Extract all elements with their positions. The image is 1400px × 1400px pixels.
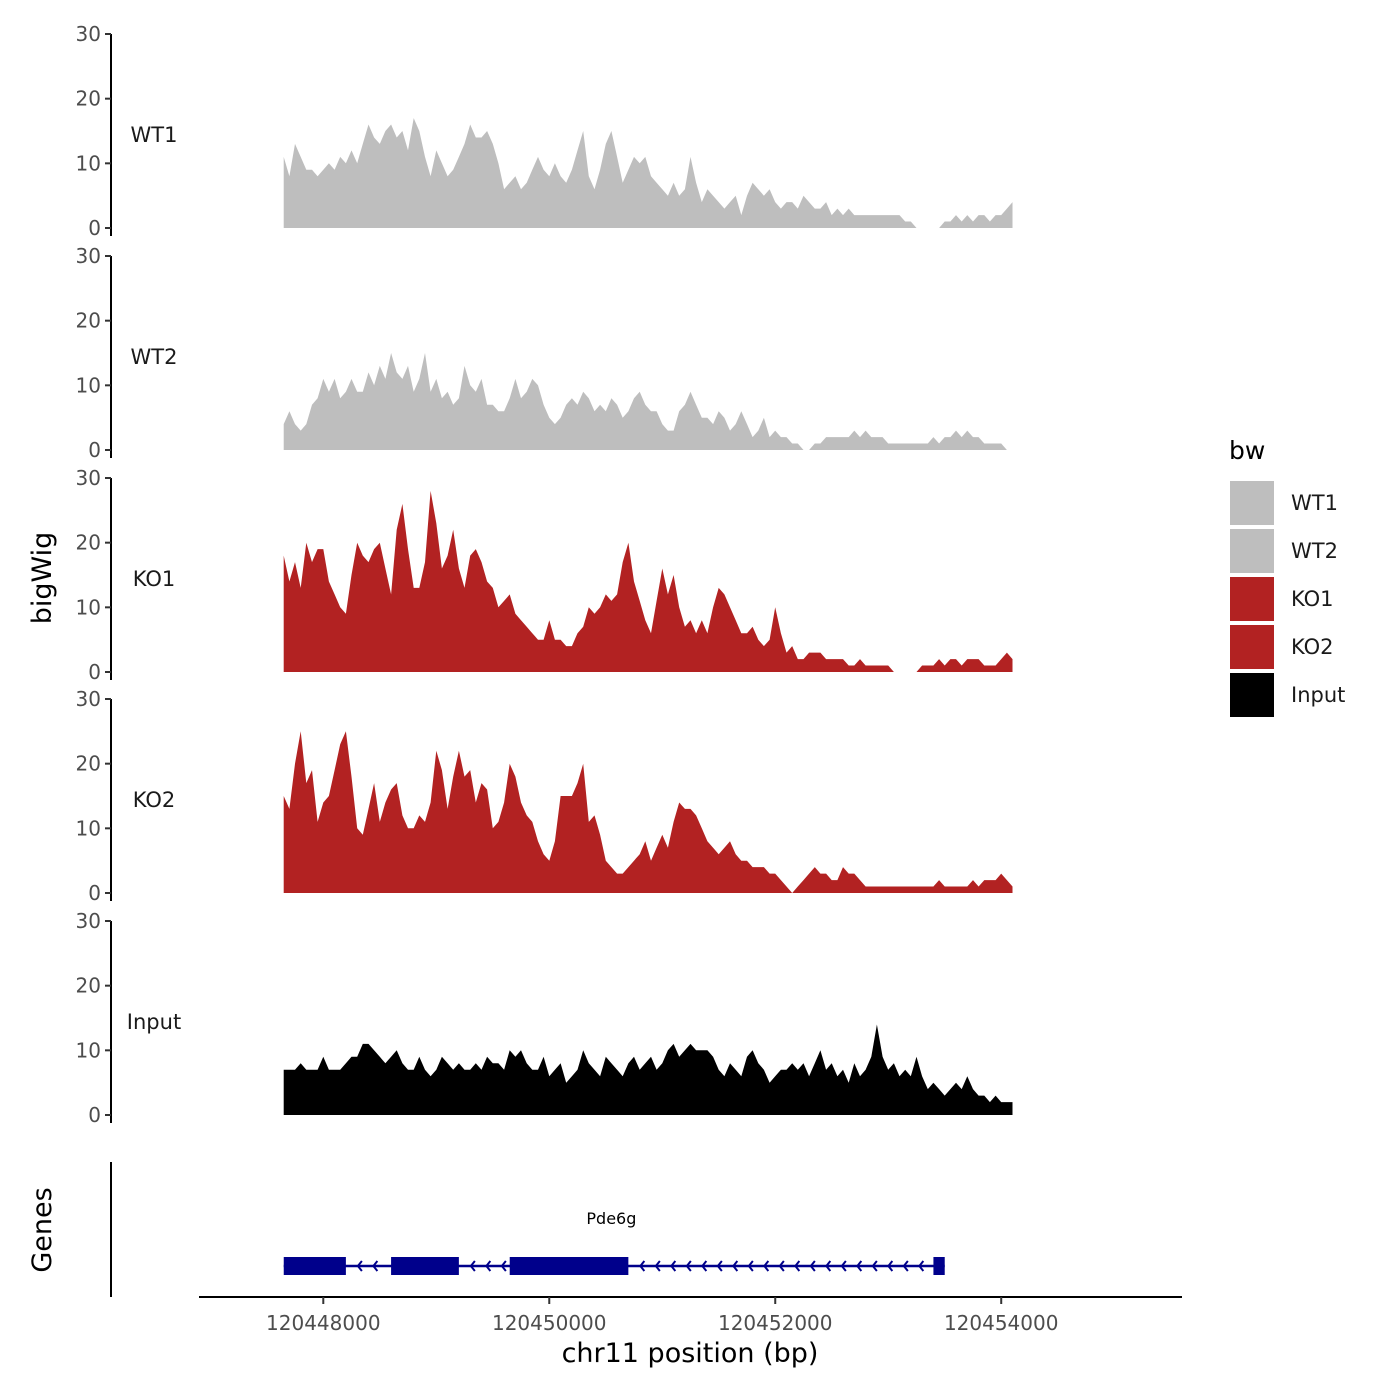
gene-exon [391,1257,459,1275]
area-ko2 [283,731,1013,893]
gene-exon [509,1257,629,1275]
strand-arrow [685,1260,692,1272]
legend: bw WT1 WT2 KO1 KO2 Input [1229,436,1345,717]
gene-model-pde6g: Pde6g [283,1209,945,1275]
y-tick-label: 0 [88,660,101,684]
y-tick-label: 10 [76,595,101,619]
strand-arrow [716,1260,723,1272]
y-tick-label: 20 [76,309,101,333]
x-tick-label: 120448000 [266,1311,381,1335]
strand-arrow [469,1260,476,1272]
area-wt1 [283,118,1013,228]
y-tick-label: 30 [76,244,101,268]
strand-arrow [871,1260,878,1272]
track-label-ko1: KO1 [133,567,176,591]
y-tick-label: 20 [76,87,101,111]
track-label-wt1: WT1 [131,123,178,147]
area-input [283,1024,1013,1115]
legend-label-ko1: KO1 [1291,587,1334,611]
y-tick-label: 0 [88,438,101,462]
strand-arrow [732,1260,739,1272]
x-axis-ticks: 120448000 120450000 120452000 120454000 [266,1297,1058,1335]
legend-label-wt1: WT1 [1291,491,1338,515]
legend-key-ko2 [1230,625,1274,669]
track-label-wt2: WT2 [131,345,178,369]
strand-arrow [372,1260,379,1272]
strand-arrow [902,1260,909,1272]
strand-arrow [500,1260,507,1272]
gene-exon [283,1257,346,1275]
y-tick-label: 20 [76,974,101,998]
strand-arrow [701,1260,708,1272]
strand-arrow [918,1260,925,1272]
strand-arrow [778,1260,785,1272]
genes-axis-title: Genes [27,1187,58,1272]
strand-arrow [654,1260,661,1272]
area-wt2 [283,353,1013,450]
gene-name-label: Pde6g [586,1209,636,1228]
y-tick-label: 10 [76,151,101,175]
strand-arrow [809,1260,816,1272]
track-label-ko2: KO2 [133,788,176,812]
strand-arrow [747,1260,754,1272]
y-tick-label: 0 [88,1103,101,1127]
track-label-input: Input [127,1010,181,1034]
track-wt1: 0 10 20 30 WT1 [76,22,1013,240]
track-wt2: 0 10 20 30 WT2 [76,244,1013,462]
x-tick-label: 120452000 [718,1311,833,1335]
gene-track-panel: Genes Pde6g [27,1162,945,1297]
y-tick-label: 20 [76,752,101,776]
y-tick-label: 30 [76,466,101,490]
area-ko1 [283,490,1013,672]
y-tick-label: 30 [76,687,101,711]
legend-key-input [1230,673,1274,717]
legend-label-input: Input [1291,683,1345,707]
legend-key-ko1 [1230,577,1274,621]
y-axis-title: bigWig [27,532,58,625]
y-tick-label: 10 [76,373,101,397]
track-ko2: 0 10 20 30 KO2 [76,687,1013,905]
legend-title: bw [1229,436,1265,465]
track-input: 0 10 20 30 Input [76,909,1013,1127]
strand-arrow [639,1260,646,1272]
legend-key-wt2 [1230,529,1274,573]
x-axis-title: chr11 position (bp) [562,1338,819,1369]
y-tick-label: 30 [76,22,101,46]
signal-tracks: 0 10 20 30 WT1 0 10 20 30 WT2 0 10 20 30 KO1 0 10 20 30 KO2… [76,22,1013,1127]
strand-arrow [356,1260,363,1272]
y-tick-label: 10 [76,1038,101,1062]
y-tick-label: 0 [88,881,101,905]
legend-key-wt1 [1230,481,1274,525]
y-tick-label: 20 [76,531,101,555]
strand-arrow [485,1260,492,1272]
track-ko1: 0 10 20 30 KO1 [76,466,1013,684]
legend-label-ko2: KO2 [1291,635,1334,659]
gene-exon [933,1257,945,1275]
x-tick-label: 120450000 [492,1311,607,1335]
y-tick-label: 30 [76,909,101,933]
y-tick-label: 10 [76,816,101,840]
legend-items: WT1 WT2 KO1 KO2 Input [1230,481,1345,717]
strand-arrow [763,1260,770,1272]
strand-arrow [887,1260,894,1272]
strand-arrow [825,1260,832,1272]
strand-arrow [794,1260,801,1272]
x-axis: 120448000 120450000 120452000 120454000 chr… [199,1296,1182,1369]
strand-arrow [856,1260,863,1272]
strand-arrow [670,1260,677,1272]
strand-arrow [840,1260,847,1272]
legend-label-wt2: WT2 [1291,539,1338,563]
x-tick-label: 120454000 [944,1311,1059,1335]
y-tick-label: 0 [88,216,101,240]
